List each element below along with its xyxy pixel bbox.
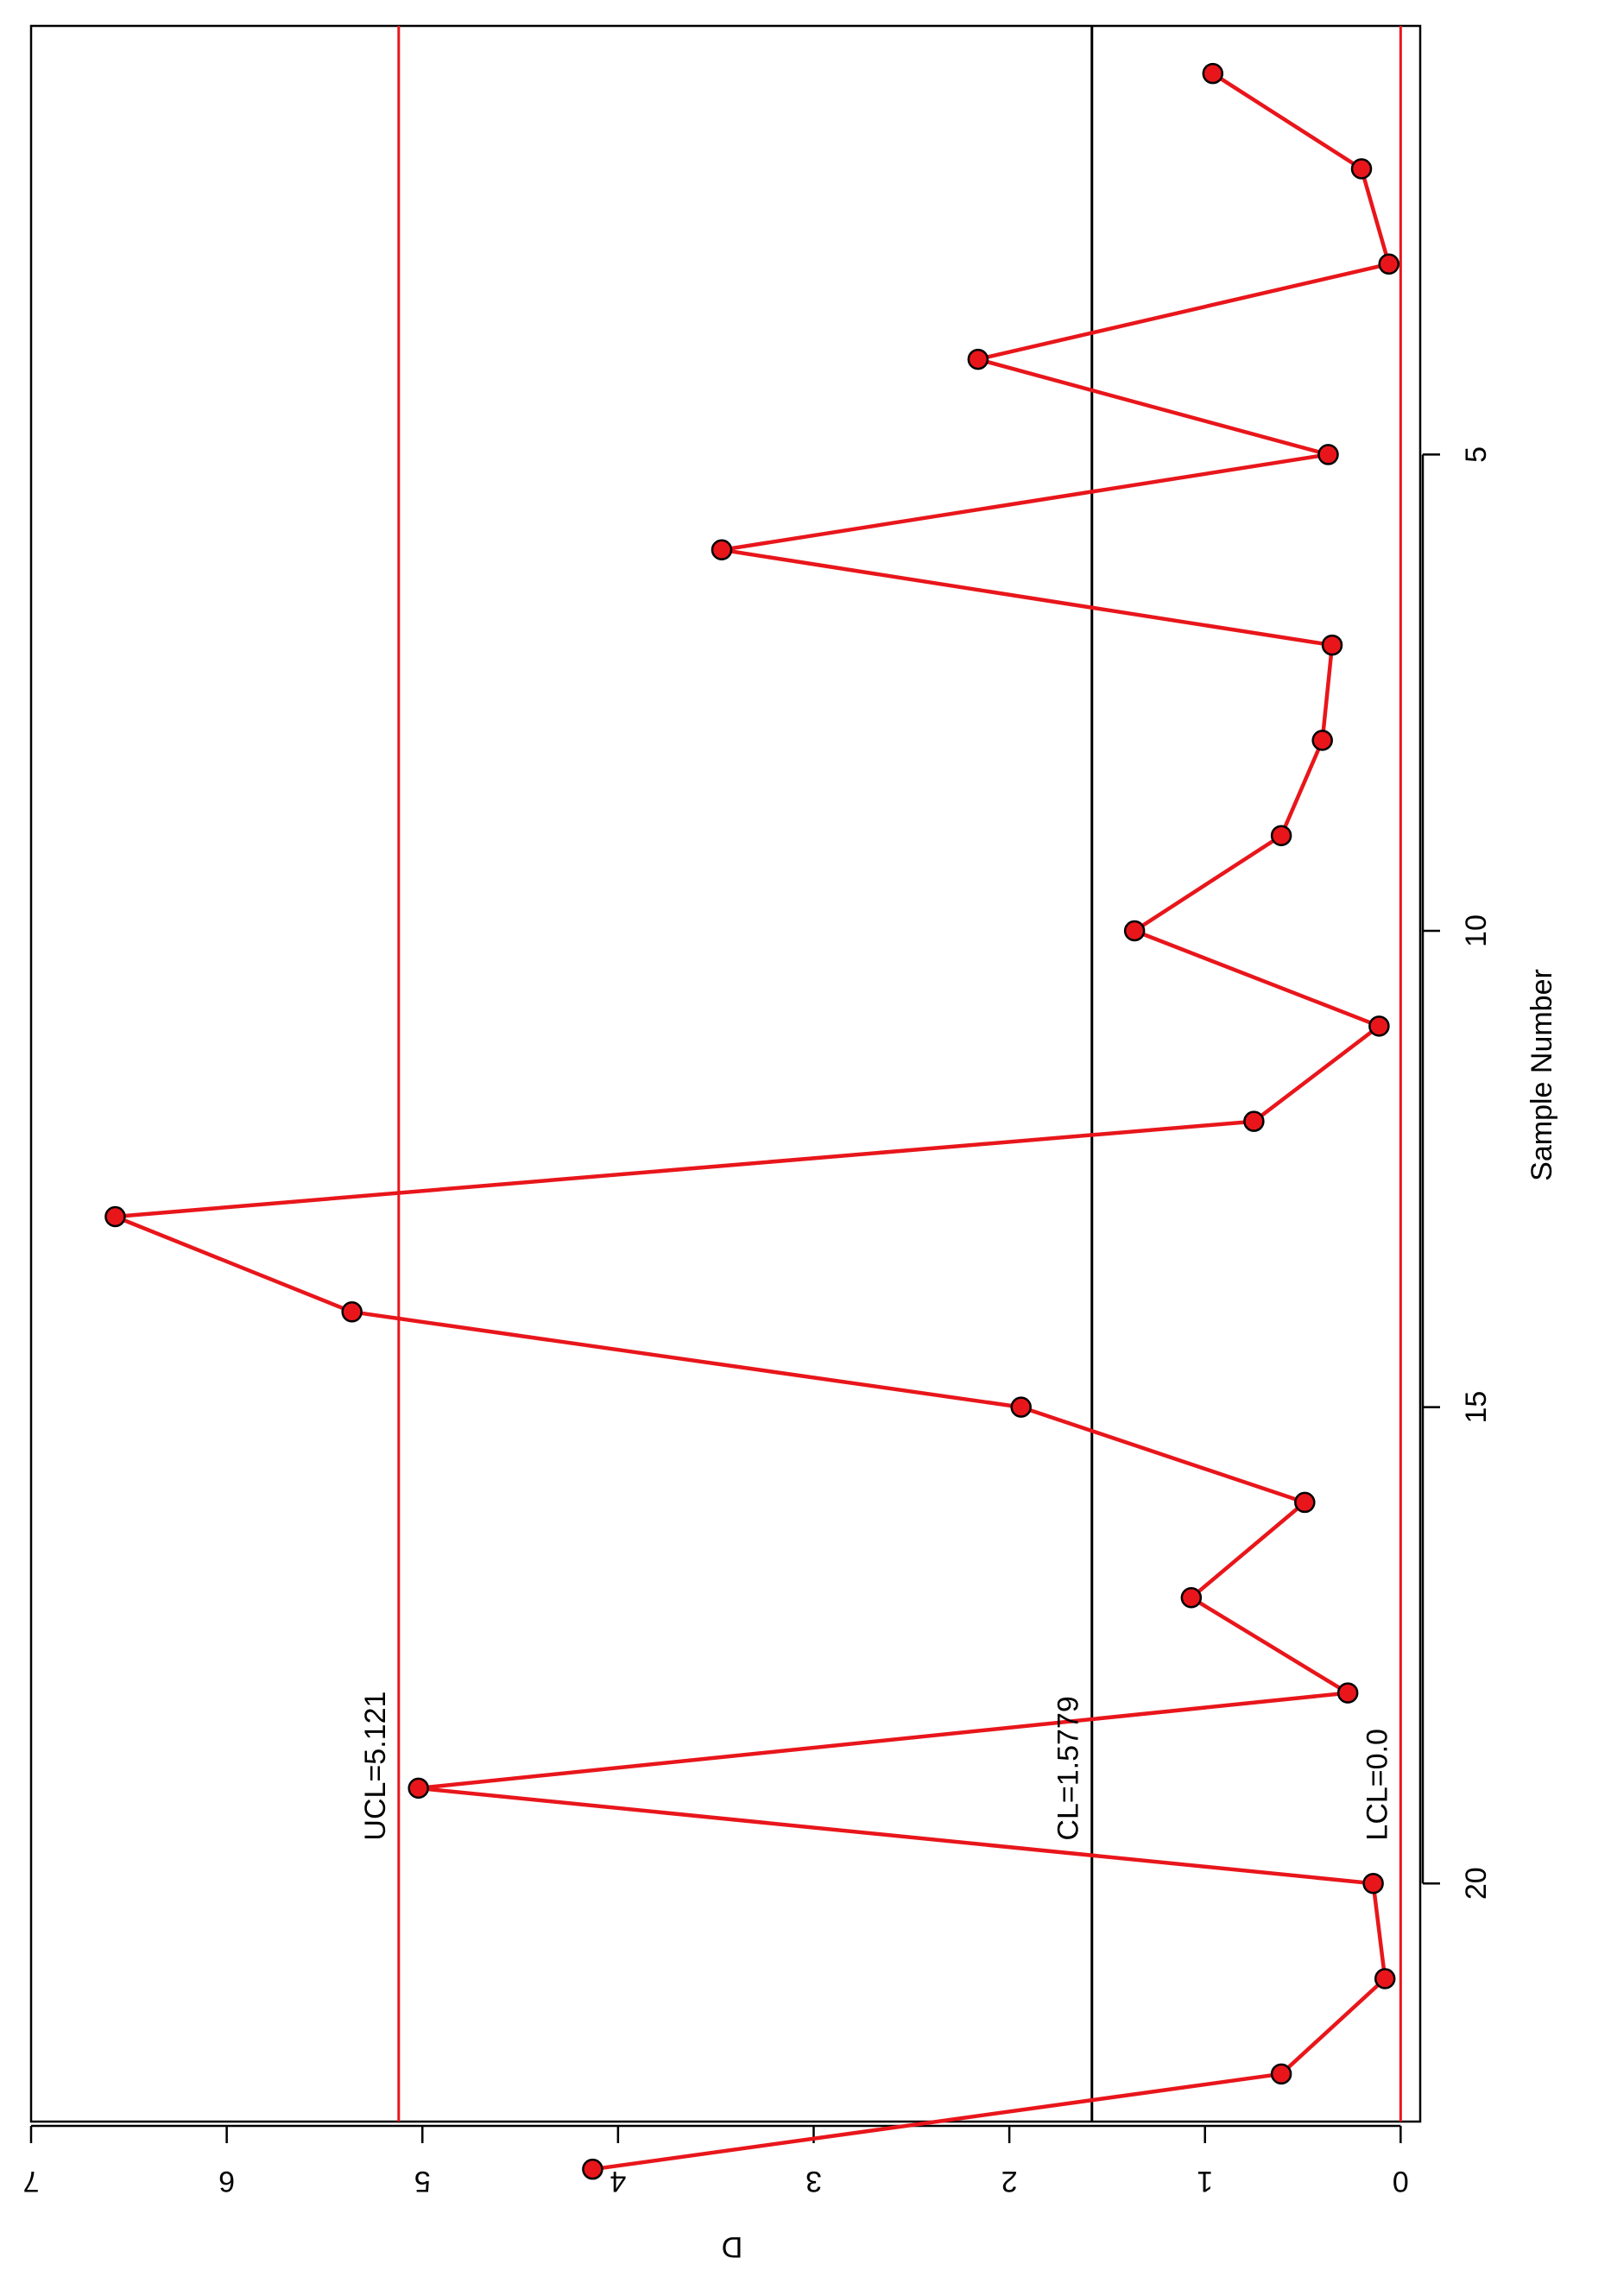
d-tick-label: 0 — [1393, 2165, 1409, 2198]
control-lines — [397, 26, 1402, 2122]
data-point — [1350, 158, 1373, 180]
data-point — [1243, 1110, 1265, 1132]
data-point — [1317, 444, 1339, 465]
data-point — [1123, 920, 1146, 942]
d-tick-label: 2 — [1001, 2165, 1018, 2198]
d-tick-label: 7 — [23, 2165, 40, 2198]
data-point — [1378, 253, 1399, 275]
d-axis-title: D — [722, 2230, 743, 2263]
data-point — [1270, 2063, 1292, 2085]
data-point — [341, 1301, 363, 1323]
data-point — [711, 539, 733, 560]
sample-axis-title: Sample Number — [1526, 969, 1558, 1181]
ucl-label: UCL=5.121 — [359, 1692, 392, 1841]
data-point — [1368, 1015, 1390, 1037]
sample-tick-label: 15 — [1460, 1391, 1493, 1424]
sample-tick-label: 20 — [1460, 1867, 1493, 1900]
sample-tick-label: 10 — [1460, 914, 1493, 947]
d-tick-label: 5 — [414, 2165, 431, 2198]
data-point — [1336, 1682, 1359, 1704]
data-point — [1311, 730, 1333, 751]
d-tick-label: 6 — [218, 2165, 235, 2198]
data-point — [1180, 1587, 1203, 1609]
data-point — [104, 1205, 126, 1228]
data-point — [1321, 634, 1343, 656]
data-point — [407, 1777, 429, 1799]
d-tick-label: 4 — [610, 2165, 626, 2198]
data-point — [1374, 1968, 1396, 1989]
labels: 5 10 15 20 Sample Number 0 1 2 3 4 5 6 7 D UCL=5.121 CL… — [23, 446, 1558, 2263]
data-point — [1294, 1491, 1316, 1514]
cl-label: CL=1.5779 — [1052, 1696, 1085, 1840]
d-tick-label: 1 — [1197, 2165, 1213, 2198]
data-point — [582, 2158, 603, 2180]
d-tick-label: 3 — [806, 2165, 822, 2198]
plot-area — [29, 24, 1422, 2123]
data-point — [967, 348, 989, 370]
data-point — [1270, 825, 1292, 846]
data-point — [1010, 1396, 1032, 1418]
lcl-label: LCL=0.0 — [1361, 1729, 1393, 1841]
data-point — [1362, 1872, 1384, 1894]
data-series — [104, 62, 1399, 2180]
sample-tick-label: 5 — [1460, 446, 1493, 463]
data-point — [1202, 62, 1224, 85]
plot-frame — [29, 24, 1422, 2123]
